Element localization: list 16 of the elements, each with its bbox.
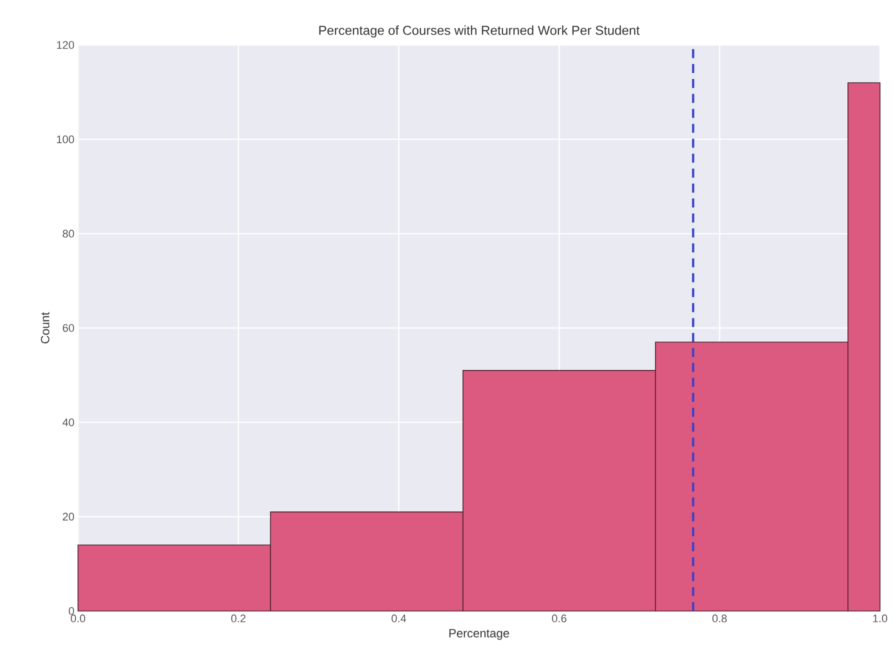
- x-tick-label: 0.0: [70, 614, 86, 622]
- y-tick-label: 0: [68, 607, 74, 615]
- x-tick-label: 0.6: [552, 614, 566, 622]
- x-tick-label: 1.0: [873, 614, 888, 622]
- x-tick-label: 0.4: [392, 614, 406, 622]
- y-tick-label: 100: [57, 135, 74, 144]
- x-tick-label: 0.8: [712, 614, 727, 622]
- chart-title: Percentage of Courses with Returned Work Per Student: [319, 25, 640, 38]
- y-tick-label: 80: [62, 230, 74, 238]
- y-tick-label: 40: [62, 418, 74, 426]
- y-axis-title: Count: [40, 312, 50, 344]
- x-axis-title: Percentage: [449, 629, 510, 640]
- x-tick-label: 0.2: [231, 614, 246, 622]
- y-tick-label: 20: [62, 512, 74, 521]
- y-tick-label: 120: [57, 41, 74, 49]
- y-tick-label: 60: [62, 324, 74, 332]
